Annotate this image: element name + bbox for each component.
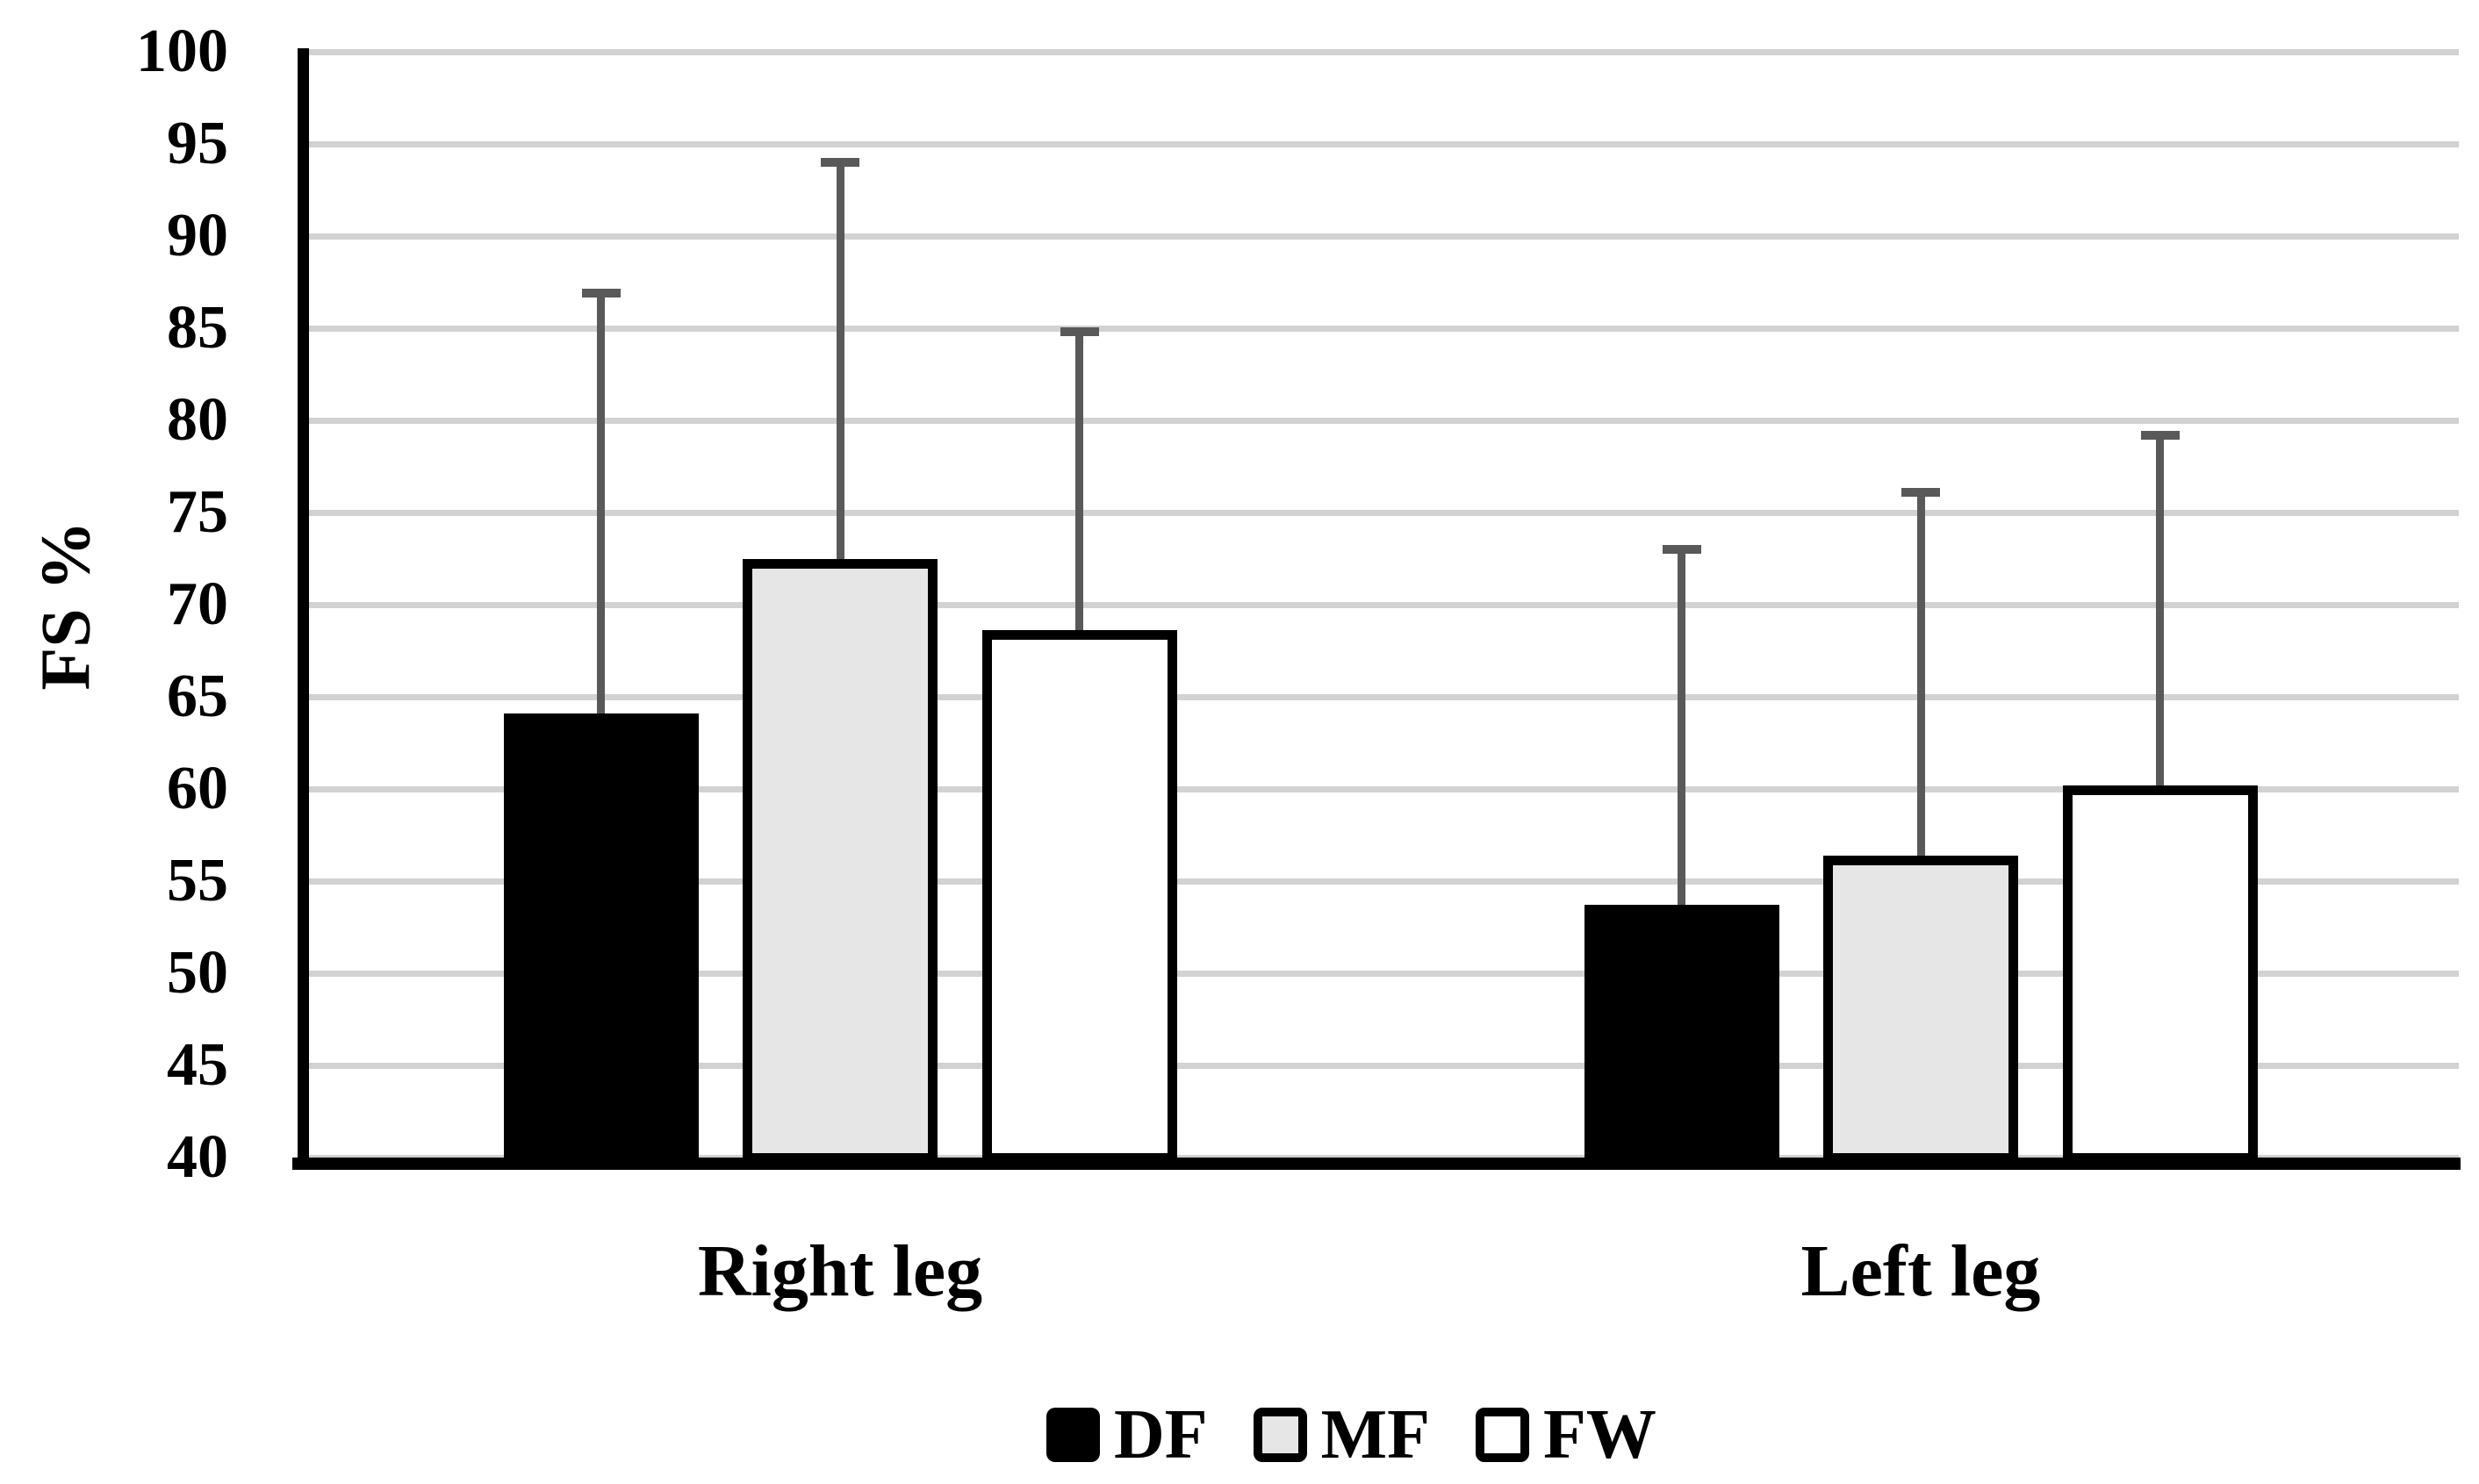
error-cap-df-0 xyxy=(581,289,621,298)
y-axis-line xyxy=(298,48,309,1170)
legend-marker-df-icon xyxy=(1046,1408,1100,1462)
error-bar-mf-1 xyxy=(1916,491,1925,882)
legend-label-df: DF xyxy=(1114,1396,1208,1473)
category-label-left-leg: Left leg xyxy=(1800,1230,2041,1312)
legend-label-fw: FW xyxy=(1543,1396,1656,1473)
bar-df-left-leg xyxy=(1584,905,1779,1163)
y-tick-label-85: 85 xyxy=(167,294,228,362)
gridline-45 xyxy=(299,1063,2459,1069)
error-cap-fw-0 xyxy=(1060,327,1099,337)
y-tick-label-50: 50 xyxy=(167,939,228,1007)
y-tick-label-95: 95 xyxy=(167,110,228,177)
error-cap-fw-1 xyxy=(2140,430,2180,440)
bar-fw-left-leg xyxy=(2062,785,2258,1163)
bar-mf-right-leg xyxy=(743,558,938,1163)
legend-item-mf: MF xyxy=(1253,1396,1431,1473)
y-tick-label-45: 45 xyxy=(167,1031,228,1099)
legend-marker-fw-icon xyxy=(1476,1408,1530,1462)
y-tick-label-100: 100 xyxy=(136,18,228,85)
gridline-75 xyxy=(299,510,2459,516)
category-label-right-leg: Right leg xyxy=(697,1230,983,1312)
error-bar-fw-0 xyxy=(1075,332,1083,657)
y-tick-label-80: 80 xyxy=(167,386,228,454)
gridline-80 xyxy=(299,418,2459,424)
gridline-95 xyxy=(299,141,2459,147)
y-tick-label-60: 60 xyxy=(167,755,228,822)
bar-df-right-leg xyxy=(503,713,699,1163)
error-cap-df-1 xyxy=(1662,545,1701,554)
legend-item-df: DF xyxy=(1046,1396,1208,1473)
x-axis-line xyxy=(292,1158,2461,1170)
y-tick-label-40: 40 xyxy=(167,1123,228,1191)
y-tick-label-75: 75 xyxy=(167,478,228,546)
legend-marker-mf-icon xyxy=(1253,1408,1307,1462)
y-tick-label-55: 55 xyxy=(167,847,228,914)
gridline-100 xyxy=(299,49,2459,55)
y-tick-label-65: 65 xyxy=(167,663,228,730)
y-tick-label-70: 70 xyxy=(167,570,228,638)
error-cap-mf-0 xyxy=(821,158,859,167)
legend-label-mf: MF xyxy=(1320,1396,1431,1473)
error-bar-df-0 xyxy=(597,293,605,740)
gridline-85 xyxy=(299,326,2459,332)
gridline-70 xyxy=(299,602,2459,608)
error-cap-mf-1 xyxy=(1901,487,1940,497)
gridline-90 xyxy=(299,233,2459,240)
bar-fw-right-leg xyxy=(981,630,1177,1163)
error-bar-fw-1 xyxy=(2156,434,2164,812)
error-bar-df-1 xyxy=(1678,549,1685,932)
y-tick-label-90: 90 xyxy=(167,202,228,269)
gridline-50 xyxy=(299,971,2459,977)
gridline-55 xyxy=(299,878,2459,885)
bar-mf-left-leg xyxy=(1823,855,2018,1163)
error-bar-mf-0 xyxy=(836,162,844,585)
gridline-60 xyxy=(299,786,2459,792)
legend: DF MF FW xyxy=(1046,1396,1656,1473)
gridline-65 xyxy=(299,694,2459,700)
legend-item-fw: FW xyxy=(1476,1396,1656,1473)
